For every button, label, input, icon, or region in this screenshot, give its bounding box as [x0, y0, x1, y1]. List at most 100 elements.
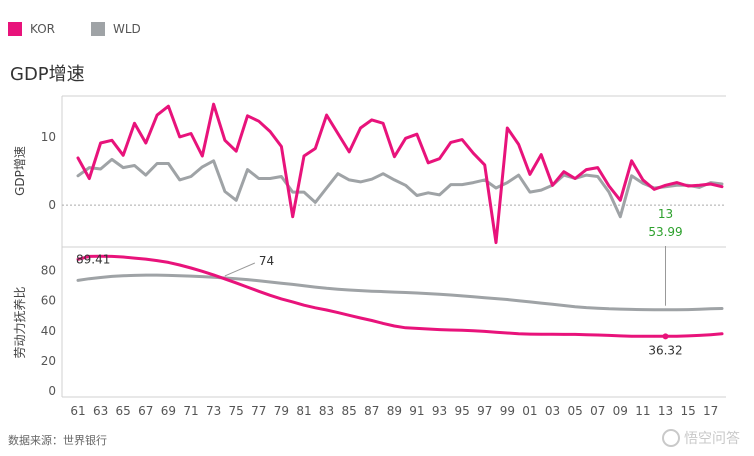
- data-point-kor: [122, 154, 124, 156]
- data-point-wld: [280, 282, 282, 284]
- data-point-wld: [438, 194, 440, 196]
- data-point-kor: [416, 133, 418, 135]
- x-tick-label: 85: [342, 404, 357, 418]
- data-point-wld: [348, 179, 350, 181]
- y-axis-label: GDP增速: [13, 146, 27, 196]
- x-tick-label: 15: [680, 404, 695, 418]
- data-point-kor: [178, 136, 180, 138]
- data-point-wld: [201, 166, 203, 168]
- series-line-kor: [76, 254, 724, 338]
- data-point-kor: [235, 150, 237, 152]
- data-point-kor: [540, 153, 542, 155]
- x-tick-label: 67: [138, 404, 153, 418]
- data-point-kor: [291, 301, 293, 303]
- data-point-kor: [585, 168, 587, 170]
- data-point-wld: [630, 308, 632, 310]
- data-point-wld: [585, 174, 587, 176]
- data-point-kor: [314, 147, 316, 149]
- data-point-kor: [630, 160, 632, 162]
- data-point-wld: [495, 297, 497, 299]
- data-point-wld: [506, 298, 508, 300]
- data-point-kor: [472, 152, 474, 154]
- data-point-kor: [619, 335, 621, 337]
- data-point-kor: [529, 173, 531, 175]
- annotation-label: 74: [259, 254, 274, 268]
- data-point-kor: [145, 142, 147, 144]
- x-tick-label: 65: [116, 404, 131, 418]
- y-tick-label: 10: [41, 130, 56, 144]
- data-point-kor: [608, 334, 610, 336]
- data-point-kor: [563, 333, 565, 335]
- watermark-logo-icon: [662, 429, 680, 447]
- data-point-kor: [517, 333, 519, 335]
- data-point-wld: [122, 166, 124, 168]
- data-point-wld: [642, 308, 644, 310]
- data-point-kor: [484, 330, 486, 332]
- data-point-kor: [167, 261, 169, 263]
- data-point-kor: [664, 184, 666, 186]
- data-point-wld: [472, 296, 474, 298]
- data-point-wld: [529, 191, 531, 193]
- data-point-kor: [608, 185, 610, 187]
- x-tick-label: 75: [229, 404, 244, 418]
- source-note: 数据来源：世界银行: [8, 434, 107, 447]
- data-point-wld: [608, 308, 610, 310]
- data-point-wld: [314, 286, 316, 288]
- data-point-kor: [495, 331, 497, 333]
- data-point-kor: [619, 199, 621, 201]
- data-point-wld: [291, 191, 293, 193]
- data-point-kor: [371, 119, 373, 121]
- data-point-kor: [224, 139, 226, 141]
- data-point-kor: [653, 335, 655, 337]
- data-point-wld: [156, 274, 158, 276]
- data-point-wld: [484, 296, 486, 298]
- x-tick-label: 17: [703, 404, 718, 418]
- data-point-wld: [597, 307, 599, 309]
- data-point-wld: [246, 168, 248, 170]
- data-point-kor: [348, 314, 350, 316]
- data-point-kor: [404, 327, 406, 329]
- legend-label-wld: WLD: [113, 22, 141, 36]
- data-point-kor: [122, 256, 124, 258]
- data-point-kor: [88, 177, 90, 179]
- legend-item-wld[interactable]: WLD: [91, 22, 141, 36]
- data-point-wld: [190, 275, 192, 277]
- data-point-wld: [529, 301, 531, 303]
- data-point-wld: [122, 275, 124, 277]
- data-point-wld: [178, 179, 180, 181]
- data-point-wld: [687, 308, 689, 310]
- data-point-kor: [77, 157, 79, 159]
- data-point-wld: [212, 160, 214, 162]
- watermark: 悟空问答: [662, 428, 740, 448]
- data-point-kor: [359, 127, 361, 129]
- data-point-wld: [472, 181, 474, 183]
- data-point-wld: [427, 192, 429, 194]
- data-point-wld: [551, 303, 553, 305]
- data-point-kor: [585, 333, 587, 335]
- data-point-wld: [585, 306, 587, 308]
- data-point-wld: [404, 291, 406, 293]
- data-point-wld: [201, 275, 203, 277]
- data-point-kor: [224, 278, 226, 280]
- data-point-wld: [495, 187, 497, 189]
- y-axis-label: 劳动力抚养比: [12, 286, 27, 358]
- x-tick-label: 03: [545, 404, 560, 418]
- data-point-kor: [291, 215, 293, 217]
- data-point-kor: [371, 319, 373, 321]
- data-point-wld: [517, 299, 519, 301]
- data-point-kor: [710, 183, 712, 185]
- data-point-kor: [563, 170, 565, 172]
- data-point-kor: [540, 333, 542, 335]
- data-point-kor: [280, 145, 282, 147]
- data-point-kor: [687, 335, 689, 337]
- data-point-wld: [145, 274, 147, 276]
- data-point-kor: [156, 114, 158, 116]
- data-point-kor: [201, 270, 203, 272]
- data-point-kor: [427, 162, 429, 164]
- data-point-kor: [133, 257, 135, 259]
- x-tick-label: 73: [206, 404, 221, 418]
- data-point-kor: [325, 114, 327, 116]
- x-tick-label: 79: [274, 404, 289, 418]
- legend-item-kor[interactable]: KOR: [8, 22, 55, 36]
- data-point-kor: [269, 294, 271, 296]
